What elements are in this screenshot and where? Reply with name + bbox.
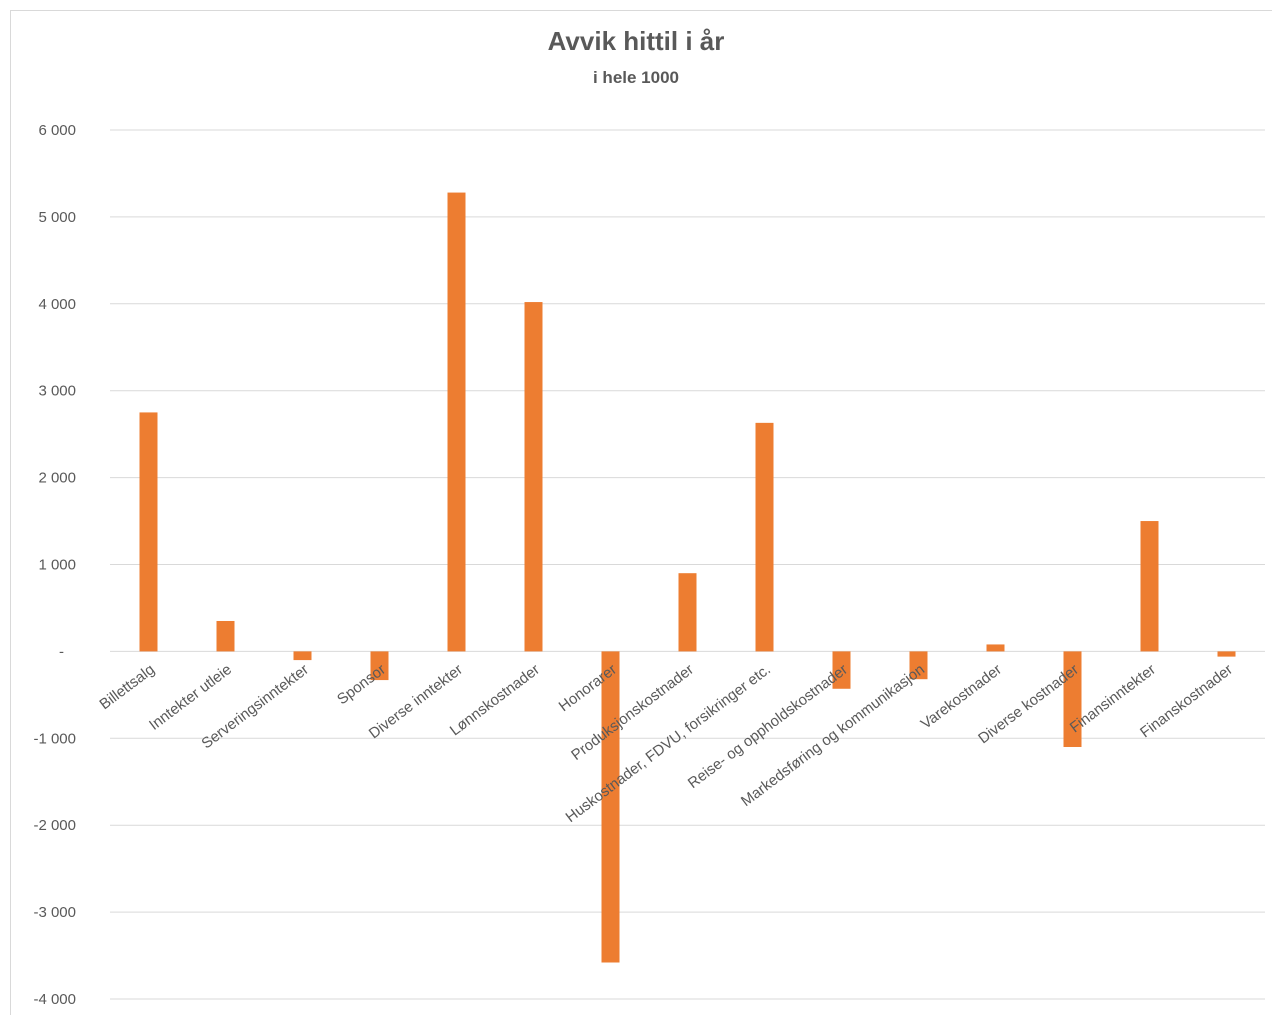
y-axis-tick-labels: 6 000 5 000 4 000 3 000 2 000 1 000 - -1 000 -2 …: [33, 122, 76, 1008]
y-tick-label: 1 000: [38, 557, 76, 574]
gridlines: [110, 129, 1265, 1000]
bar: [139, 412, 158, 652]
bar: [447, 192, 466, 652]
chart-frame: [10, 10, 1272, 1015]
x-category-label: Reise- og oppholdskostnader: [685, 661, 851, 792]
x-category-label: Produksjonskostnader: [568, 661, 697, 764]
bar: [1140, 521, 1159, 652]
y-tick-label: 5 000: [38, 209, 76, 226]
y-tick-label: 6 000: [38, 122, 76, 139]
y-tick-label: 3 000: [38, 383, 76, 400]
y-tick-label: -2 000: [33, 817, 76, 834]
bar: [1217, 651, 1236, 657]
x-category-label: Billettsalg: [96, 661, 158, 713]
x-category-label: Sponsor: [334, 661, 389, 708]
bar: [832, 651, 851, 689]
bar: [216, 620, 235, 652]
chart-title: Avvik hittil i år: [547, 26, 725, 56]
bar: [601, 651, 620, 963]
bar: [524, 302, 543, 652]
bar: [293, 651, 312, 661]
bars: [139, 192, 1236, 963]
y-tick-label: -3 000: [33, 904, 76, 921]
y-tick-label: -4 000: [33, 991, 76, 1008]
bar: [1063, 651, 1082, 747]
bar: [986, 644, 1005, 652]
y-tick-label: -1 000: [33, 730, 76, 747]
bar: [909, 651, 928, 680]
y-tick-label: -: [59, 643, 64, 660]
bar: [755, 422, 774, 652]
bar: [370, 651, 389, 681]
y-tick-label: 4 000: [38, 296, 76, 313]
chart-subtitle: i hele 1000: [592, 68, 679, 87]
bar: [678, 573, 697, 652]
y-tick-label: 2 000: [38, 470, 76, 487]
